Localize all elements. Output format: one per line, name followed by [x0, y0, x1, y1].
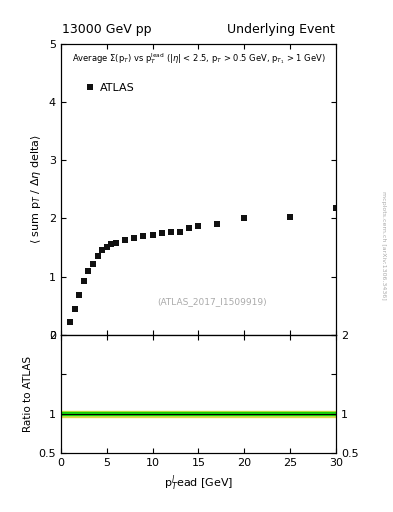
Text: (ATLAS_2017_I1509919): (ATLAS_2017_I1509919) — [158, 296, 267, 306]
Text: Average $\Sigma$(p$_T$) vs p$_T^{\rm lead}$ (|$\eta$| < 2.5, p$_T$ > 0.5 GeV, p$: Average $\Sigma$(p$_T$) vs p$_T^{\rm lea… — [72, 51, 325, 66]
Y-axis label: $\langle$ sum p$_T$ / $\Delta\eta$ delta$\rangle$: $\langle$ sum p$_T$ / $\Delta\eta$ delta… — [29, 134, 43, 244]
Bar — [61, 411, 336, 417]
Y-axis label: Ratio to ATLAS: Ratio to ATLAS — [23, 356, 33, 432]
Text: 13000 GeV pp: 13000 GeV pp — [62, 23, 152, 36]
Bar — [61, 413, 336, 415]
Text: mcplots.cern.ch [arXiv:1306.3436]: mcplots.cern.ch [arXiv:1306.3436] — [381, 191, 386, 300]
Text: Underlying Event: Underlying Event — [227, 23, 335, 36]
X-axis label: p$_T^l$ead [GeV]: p$_T^l$ead [GeV] — [164, 474, 233, 493]
Legend: ATLAS: ATLAS — [81, 79, 139, 97]
